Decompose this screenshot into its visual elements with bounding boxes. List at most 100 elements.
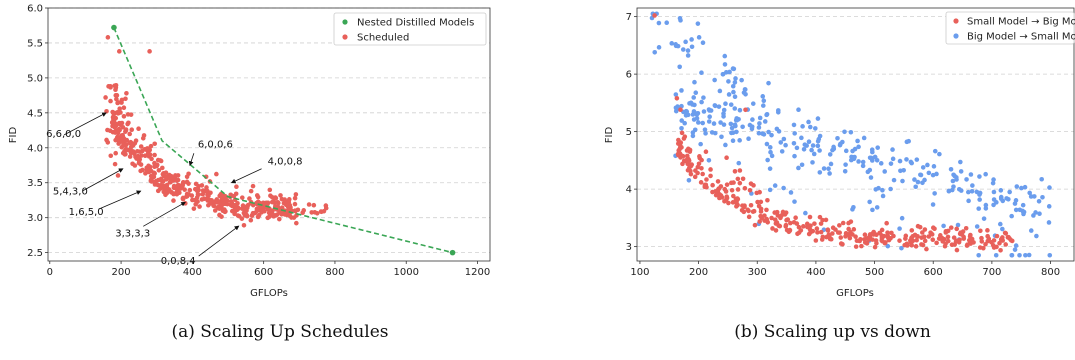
annotation-arrow: [98, 190, 142, 210]
big-to-small-point: [1027, 190, 1032, 196]
big-to-small-point: [769, 153, 775, 159]
legend-marker-scheduled: [342, 34, 348, 40]
x-tick-label: 500: [865, 267, 884, 278]
small-to-big-point: [652, 13, 657, 18]
scheduled-point: [116, 49, 122, 54]
x-tick-label: 800: [325, 267, 344, 278]
big-to-small-point: [1036, 198, 1042, 204]
small-to-big-point: [729, 187, 735, 193]
small-to-big-point: [695, 164, 701, 170]
big-to-small-point: [656, 20, 662, 26]
big-to-small-point: [915, 179, 921, 185]
scheduled-point: [276, 216, 282, 222]
small-to-big-point: [824, 234, 829, 240]
scheduled-point: [235, 205, 240, 210]
small-to-big-point: [780, 209, 786, 215]
big-to-small-point: [976, 252, 981, 258]
scheduled-point: [113, 122, 119, 128]
small-to-big-point: [978, 228, 983, 234]
scheduled-point: [232, 207, 237, 213]
scheduled-point: [196, 183, 201, 189]
scheduled-point: [195, 191, 201, 197]
y-axis-label: FID: [8, 127, 19, 144]
x-tick-label: 200: [112, 267, 131, 278]
small-to-big-point: [853, 244, 859, 249]
big-to-small-point: [831, 144, 836, 150]
big-to-small-point: [783, 142, 788, 148]
big-to-small-point: [656, 45, 662, 50]
big-to-small-point: [682, 120, 687, 126]
big-to-small-point: [707, 114, 712, 120]
big-to-small-point: [779, 149, 785, 154]
small-to-big-point: [764, 218, 770, 224]
big-to-small-point: [673, 92, 679, 97]
big-to-small-point: [900, 178, 905, 184]
big-to-small-point: [932, 191, 937, 196]
small-to-big-point: [983, 242, 988, 247]
scheduled-point: [124, 90, 129, 96]
big-to-small-point: [997, 221, 1003, 227]
big-to-small-point: [683, 113, 689, 118]
big-to-small-point: [1000, 226, 1005, 232]
scheduled-point: [292, 201, 298, 207]
small-to-big-point: [755, 199, 760, 205]
big-to-small-point: [733, 123, 738, 129]
small-to-big-point: [853, 234, 858, 239]
big-to-small-point: [792, 199, 797, 204]
small-to-big-point: [692, 174, 698, 180]
plot-frame: [636, 7, 1075, 262]
scheduled-point: [265, 206, 271, 212]
small-to-big-point: [731, 180, 736, 185]
x-tick-label: 100: [630, 267, 649, 278]
small-to-big-point: [748, 202, 754, 208]
big-to-small-point: [952, 173, 957, 179]
big-to-small-point: [695, 21, 701, 26]
big-to-small-point: [679, 88, 684, 93]
big-to-small-point: [698, 141, 703, 147]
big-to-small-point: [909, 160, 914, 166]
big-to-small-point: [827, 152, 833, 157]
big-to-small-point: [765, 157, 770, 163]
scheduled-point: [242, 210, 248, 215]
big-to-small-point: [869, 147, 875, 152]
scheduled-point: [132, 141, 138, 146]
big-to-small-point: [761, 98, 767, 103]
scheduled-point: [323, 203, 329, 208]
big-to-small-point: [861, 135, 867, 141]
small-to-big-point: [717, 192, 722, 197]
big-to-small-point: [673, 105, 679, 111]
scheduled-point: [121, 142, 126, 148]
small-to-big-point: [703, 149, 709, 155]
x-tick-label: 800: [1041, 267, 1060, 278]
big-to-small-point: [701, 109, 707, 114]
big-to-small-point: [678, 18, 683, 23]
big-to-small-point: [1000, 198, 1006, 204]
big-to-small-point: [683, 39, 688, 45]
small-to-big-point: [830, 231, 835, 236]
big-to-small-point: [749, 124, 755, 129]
big-to-small-point: [1047, 185, 1052, 190]
scheduled-point: [168, 189, 173, 195]
scheduled-point: [104, 137, 109, 143]
big-to-small-point: [781, 185, 786, 191]
scheduled-point: [255, 194, 261, 200]
y-tick-label: 4.5: [27, 108, 43, 119]
small-to-big-point: [857, 238, 862, 244]
scheduled-point: [123, 96, 128, 102]
small-to-big-point: [859, 243, 864, 249]
small-to-big-point: [793, 215, 798, 221]
big-to-small-point: [1039, 176, 1044, 182]
scheduled-point: [117, 120, 123, 126]
small-to-big-point: [926, 234, 932, 239]
big-to-small-point: [796, 165, 801, 171]
big-to-small-point: [781, 136, 787, 142]
big-to-small-point: [699, 70, 704, 76]
small-to-big-point: [708, 167, 713, 172]
big-to-small-point: [762, 119, 768, 124]
big-to-small-point: [726, 79, 731, 84]
big-to-small-point: [810, 143, 816, 148]
scheduled-point: [121, 105, 127, 110]
big-to-small-point: [699, 99, 704, 105]
small-to-big-point: [716, 186, 722, 191]
